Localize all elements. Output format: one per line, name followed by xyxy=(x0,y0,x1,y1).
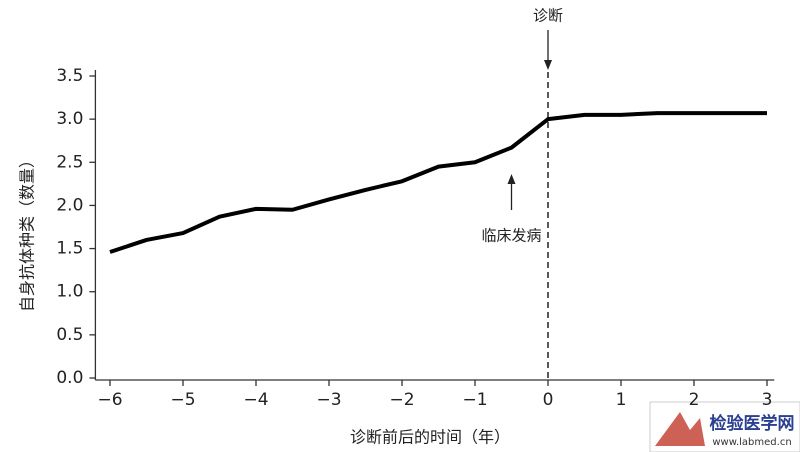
x-tick-label: −4 xyxy=(243,390,268,410)
x-axis-label: 诊断前后的时间（年） xyxy=(350,428,510,447)
y-tick-label: 3.0 xyxy=(56,109,83,129)
x-tick-label: 1 xyxy=(616,390,627,410)
y-tick-label: 0.0 xyxy=(56,368,83,388)
data-line xyxy=(109,111,767,254)
x-tick-label: −6 xyxy=(97,390,122,410)
x-tick-label: −1 xyxy=(462,390,487,410)
y-tick-label: 0.5 xyxy=(56,325,83,345)
diagnosis-arrowhead xyxy=(544,60,552,70)
x-tick-label: 0 xyxy=(543,390,554,410)
watermark-url: www.labmed.cn xyxy=(712,437,791,448)
x-tick-label: 3 xyxy=(762,390,773,410)
annotation-text: 临床发病 xyxy=(481,227,541,245)
y-tick-label: 1.5 xyxy=(56,239,83,259)
y-axis-label: 自身抗体种类（数量） xyxy=(18,152,37,312)
y-tick-label: 2.0 xyxy=(56,195,83,215)
onset-arrowhead xyxy=(507,174,516,184)
annotation-text: 诊断 xyxy=(533,7,563,25)
y-tick-label: 1.0 xyxy=(56,282,83,302)
x-tick-label: −5 xyxy=(170,390,195,410)
x-tick-label: −3 xyxy=(316,390,341,410)
x-tick-label: −2 xyxy=(389,390,414,410)
watermark: 检验医学网 www.labmed.cn xyxy=(649,401,800,452)
watermark-logo xyxy=(655,412,705,446)
x-tick-label: 2 xyxy=(689,390,700,410)
y-tick-label: 2.5 xyxy=(56,152,83,172)
watermark-title: 检验医学网 xyxy=(710,413,795,434)
y-tick-label: 3.5 xyxy=(56,66,83,86)
